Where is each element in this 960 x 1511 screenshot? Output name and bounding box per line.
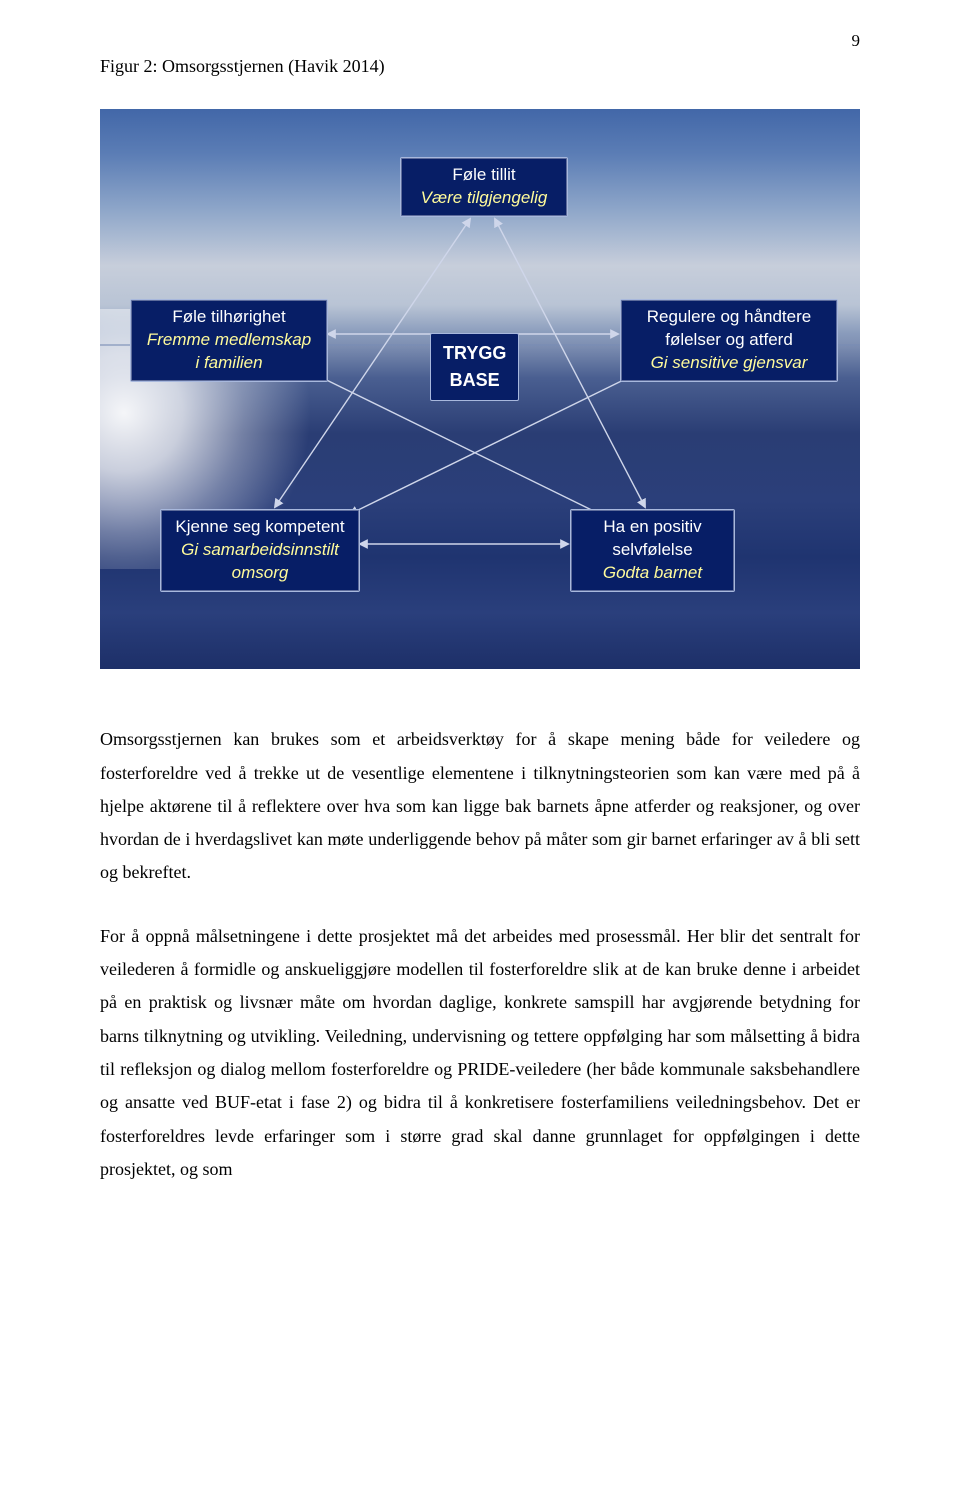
node-br-l1: Ha en positiv xyxy=(581,516,724,539)
node-bl-l3: omsorg xyxy=(171,562,349,585)
center-node: TRYGG BASE xyxy=(430,333,519,401)
node-right-l1b: følelser og atferd xyxy=(631,329,827,352)
center-line2: BASE xyxy=(450,370,500,390)
body-text: Omsorgsstjernen kan brukes som et arbeid… xyxy=(100,723,860,1186)
paragraph-2: For å oppnå målsetningene i dette prosje… xyxy=(100,920,860,1186)
center-line1: TRYGG xyxy=(443,343,506,363)
node-right-l2: Gi sensitive gjensvar xyxy=(631,352,827,375)
node-br-l1b: selvfølelse xyxy=(581,539,724,562)
node-br-l2: Godta barnet xyxy=(581,562,724,585)
paragraph-1: Omsorgsstjernen kan brukes som et arbeid… xyxy=(100,723,860,889)
node-top-l1: Føle tillit xyxy=(411,164,557,187)
node-bottom-left: Kjenne seg kompetent Gi samarbeidsinnsti… xyxy=(160,509,360,592)
node-left-l2: Fremme medlemskap xyxy=(141,329,317,352)
node-bottom-right: Ha en positiv selvfølelse Godta barnet xyxy=(570,509,735,592)
node-right-l1: Regulere og håndtere xyxy=(631,306,827,329)
page-number: 9 xyxy=(852,25,861,56)
node-top: Føle tillit Være tilgjengelig xyxy=(400,157,568,217)
node-bl-l2: Gi samarbeidsinnstilt xyxy=(171,539,349,562)
omsorgsstjernen-diagram: TRYGG BASE Føle tillit Være tilgjengelig… xyxy=(100,109,860,669)
node-left: Føle tilhørighet Fremme medlemskap i fam… xyxy=(130,299,328,382)
node-top-l2: Være tilgjengelig xyxy=(411,187,557,210)
node-right: Regulere og håndtere følelser og atferd … xyxy=(620,299,838,382)
figure-caption: Figur 2: Omsorgsstjernen (Havik 2014) xyxy=(100,50,860,83)
node-bl-l1: Kjenne seg kompetent xyxy=(171,516,349,539)
node-left-l3: i familien xyxy=(141,352,317,375)
node-left-l1: Føle tilhørighet xyxy=(141,306,317,329)
